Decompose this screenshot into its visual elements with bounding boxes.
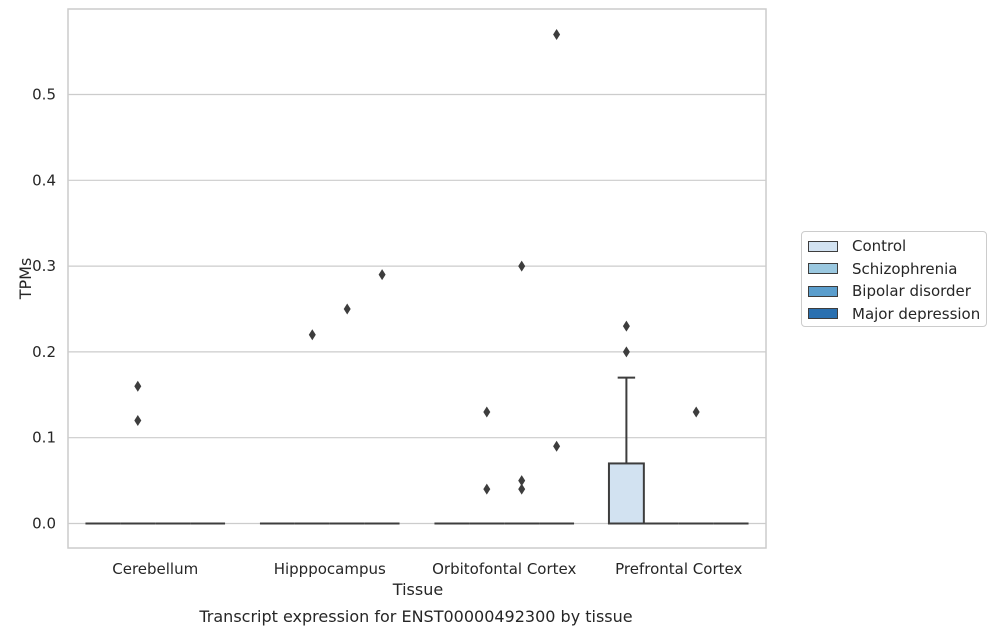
y-axis-ticks: 0.0 0.1 0.2 0.3 0.4 0.5 bbox=[32, 86, 56, 533]
y-tick-label: 0.2 bbox=[32, 343, 56, 361]
outlier-point bbox=[622, 346, 630, 358]
outlier-point bbox=[553, 440, 561, 452]
boxes-layer bbox=[85, 376, 749, 525]
legend-item: Major depression bbox=[808, 303, 986, 326]
legend-item: Control bbox=[808, 235, 986, 258]
x-tick-label: Orbitofontal Cortex bbox=[432, 560, 576, 578]
legend-label: Bipolar disorder bbox=[852, 282, 971, 301]
box-body bbox=[607, 462, 645, 525]
outlier-point bbox=[308, 329, 316, 341]
legend-item: Schizophrenia bbox=[808, 258, 986, 281]
box-control bbox=[607, 376, 645, 525]
y-tick-label: 0.3 bbox=[32, 257, 56, 275]
outlier-point bbox=[483, 406, 491, 418]
legend-item: Bipolar disorder bbox=[808, 280, 986, 303]
outlier-point bbox=[134, 380, 142, 392]
legend-swatch bbox=[808, 263, 838, 275]
x-tick-label: Prefrontal Cortex bbox=[615, 560, 742, 578]
y-tick-label: 0.5 bbox=[32, 86, 56, 104]
legend-swatch bbox=[808, 308, 838, 320]
outlier-point bbox=[518, 260, 526, 272]
legend-swatch bbox=[808, 240, 838, 252]
y-tick-label: 0.1 bbox=[32, 429, 56, 447]
outlier-point bbox=[553, 28, 561, 40]
outlier-point bbox=[692, 406, 700, 418]
gridlines bbox=[68, 93, 766, 525]
outlier-point bbox=[518, 483, 526, 495]
y-tick-label: 0.4 bbox=[32, 171, 56, 189]
legend-swatch bbox=[808, 285, 838, 297]
chart-caption: Transcript expression for ENST0000049230… bbox=[198, 607, 632, 626]
outlier-point bbox=[343, 303, 351, 315]
x-tick-label: Hipppocampus bbox=[274, 560, 386, 578]
x-axis-ticks: Cerebellum Hipppocampus Orbitofontal Corte… bbox=[112, 560, 742, 578]
legend-label: Control bbox=[852, 237, 907, 256]
outlier-point bbox=[622, 320, 630, 332]
outlier-point bbox=[378, 269, 386, 281]
x-tick-label: Cerebellum bbox=[112, 560, 198, 578]
legend-label: Major depression bbox=[852, 304, 981, 323]
legend-label: Schizophrenia bbox=[852, 259, 958, 278]
plot-area-frame bbox=[67, 8, 767, 549]
legend: Control Schizophrenia Bipolar disorder Majo… bbox=[801, 231, 987, 327]
outliers-layer bbox=[134, 28, 700, 495]
x-axis-label: Tissue bbox=[392, 580, 443, 599]
outlier-point bbox=[518, 475, 526, 487]
outlier-point bbox=[483, 483, 491, 495]
y-axis-label: TPMs bbox=[16, 258, 35, 301]
outlier-point bbox=[134, 415, 142, 427]
y-tick-label: 0.0 bbox=[32, 515, 56, 533]
